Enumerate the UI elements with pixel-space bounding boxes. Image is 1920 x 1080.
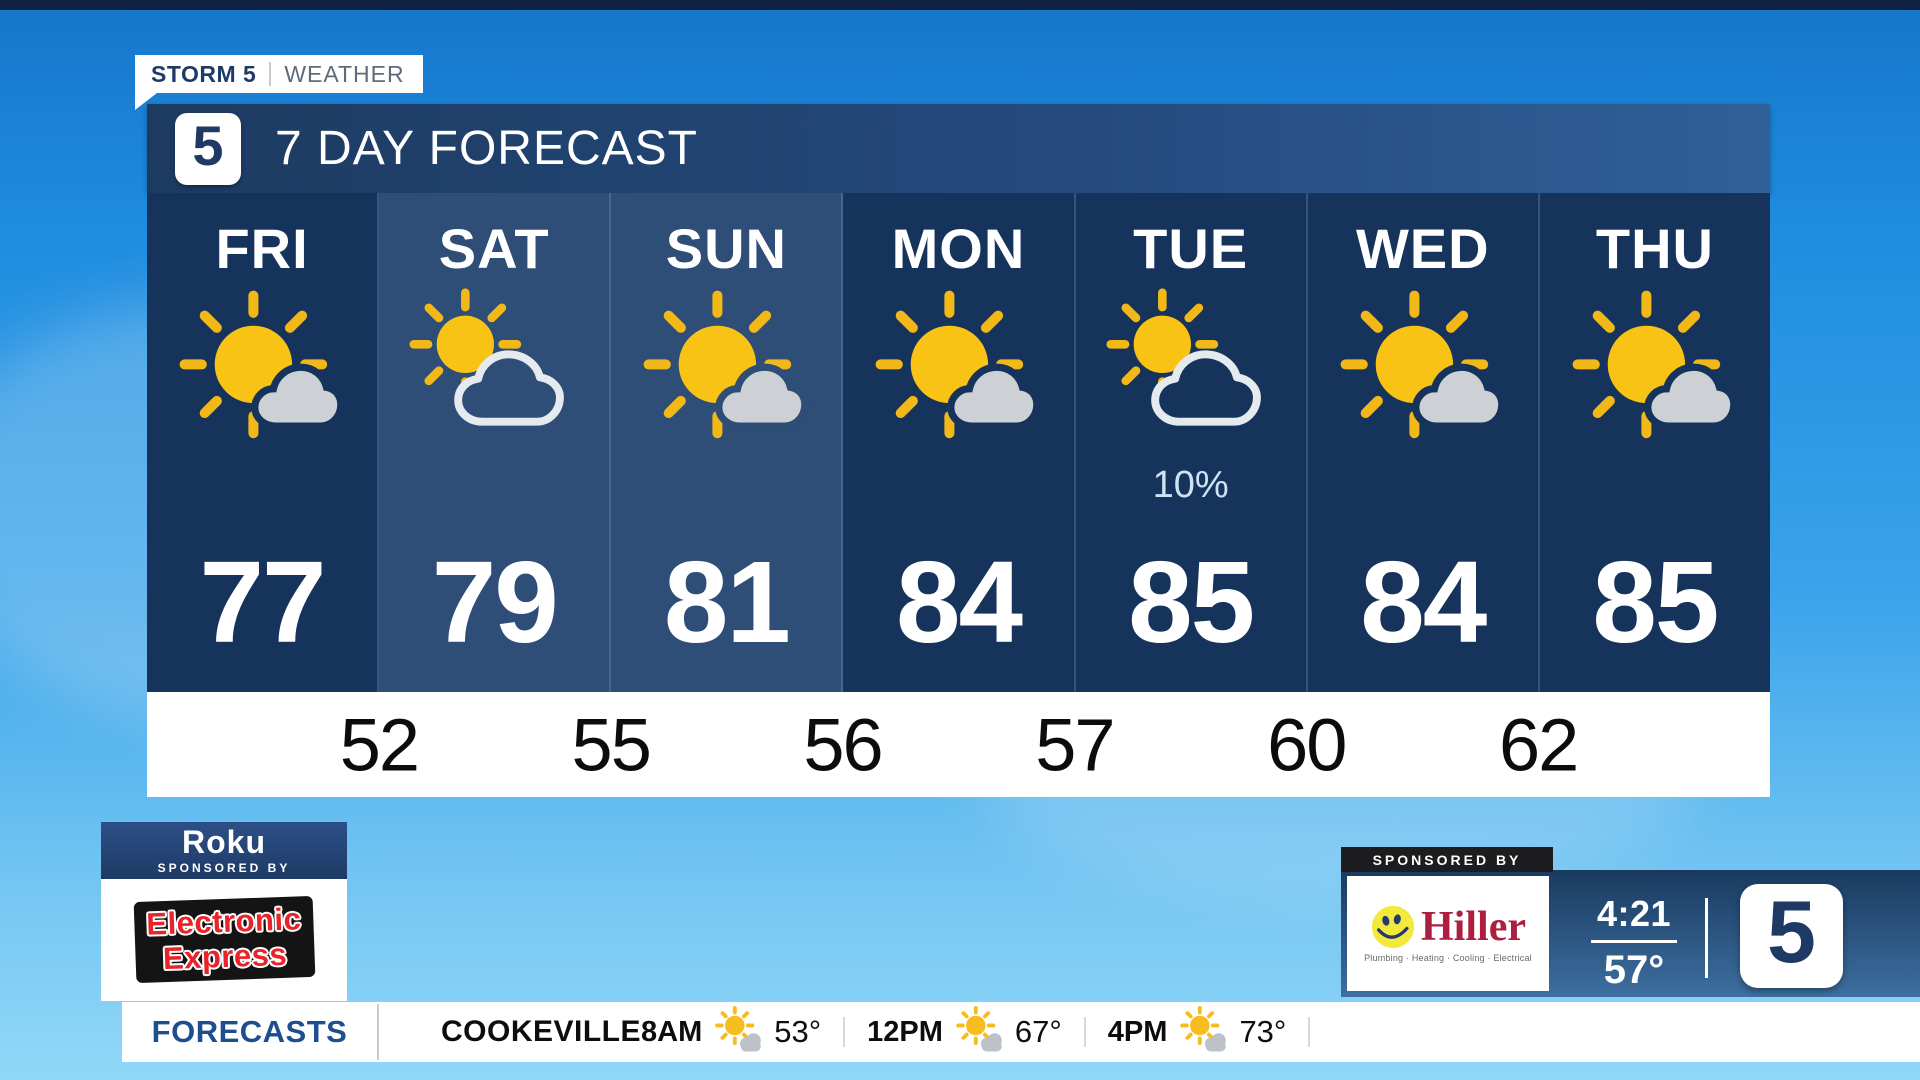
current-time: 4:21 [1596, 893, 1672, 934]
high-temp: 85 [1592, 536, 1719, 667]
day-column-wed: WED 84 [1307, 193, 1540, 692]
day-label: FRI [215, 217, 309, 280]
ticker-section-label: FORECASTS [151, 1014, 348, 1049]
entry-temp: 53° [774, 1014, 822, 1049]
ticker-location: COOKEVILLE [441, 1015, 642, 1048]
mostly-sunny-icon [714, 1006, 766, 1058]
low-temp: 60 [1267, 703, 1347, 786]
low-temp: 55 [571, 703, 652, 786]
badge-title: STORM 5 [151, 60, 257, 87]
low-temps-strip: 52 55 56 57 60 62 [147, 692, 1770, 797]
precip-chance: 10% [1152, 463, 1229, 506]
low-temp: 62 [1498, 703, 1579, 786]
low-temp: 52 [339, 703, 420, 786]
day-label: SUN [665, 217, 787, 280]
day-column-tue: TUE 10% 85 [1075, 193, 1308, 692]
entry-temp: 67° [1014, 1014, 1062, 1049]
weather-icon [872, 287, 1044, 459]
high-temp: 77 [199, 536, 327, 667]
day-column-sat: SAT 79 [379, 193, 612, 692]
high-temp: 84 [895, 536, 1023, 667]
weather-icon [1569, 287, 1741, 459]
roku-logo: Roku [182, 824, 266, 860]
channel5-number: 5 [1767, 882, 1816, 981]
ticker-pipe [843, 1017, 846, 1047]
weather-icon [1337, 287, 1509, 459]
ticker-pipe [1308, 1017, 1311, 1047]
ticker-entry: 8AM 53° [641, 1006, 821, 1058]
mostly-sunny-icon [955, 1006, 1007, 1058]
sponsored-by-label: SPONSORED BY [1341, 847, 1553, 872]
time-temp-block: 4:21 57° [1589, 893, 1679, 993]
badge-divider [269, 62, 272, 86]
channel5-logo: 5 [175, 112, 241, 185]
time-temp-divider [1591, 940, 1677, 943]
forecast-columns: FRI 77 SAT 79 SUN 81 [147, 193, 1770, 692]
hiller-tagline: Plumbing · Heating · Cooling · Electrica… [1364, 953, 1532, 963]
high-temp: 84 [1360, 536, 1487, 667]
channel5-number: 5 [192, 114, 224, 177]
day-label: SAT [438, 217, 550, 280]
smiley-face-icon [1370, 904, 1416, 950]
day-label: THU [1595, 217, 1714, 280]
roku-logo-panel: Roku SPONSORED BY [101, 822, 347, 879]
weather-icon [1105, 287, 1277, 459]
low-temp: 57 [1035, 703, 1115, 786]
day-column-mon: MON 84 [843, 193, 1076, 692]
top-navy-strip [0, 0, 1920, 10]
high-temp: 85 [1128, 536, 1255, 667]
electronic-express-line2: Express [161, 936, 288, 977]
current-temp: 57° [1603, 948, 1665, 992]
ticker-entry: 12PM 67° [867, 1006, 1062, 1058]
weather-icon [408, 287, 580, 459]
day-label: TUE [1133, 217, 1249, 280]
entry-time: 8AM [641, 1015, 703, 1048]
weather-icon [640, 287, 812, 459]
mostly-sunny-icon [1179, 1006, 1231, 1058]
sponsored-by-label: SPONSORED BY [157, 861, 291, 875]
day-column-thu: THU 85 [1539, 193, 1770, 692]
high-temp: 79 [431, 536, 559, 667]
entry-temp: 73° [1239, 1014, 1287, 1049]
ticker-pipe [1083, 1017, 1086, 1047]
panel-divider [1705, 898, 1708, 978]
day-column-fri: FRI 77 [147, 193, 380, 692]
low-temp: 56 [803, 703, 883, 786]
day-label: MON [891, 217, 1026, 280]
entry-time: 12PM [867, 1015, 943, 1048]
electronic-express-logo: Electronic Express [133, 896, 315, 984]
storm5-weather-badge: STORM 5 WEATHER [135, 55, 423, 93]
hiller-sponsor-logo: Hiller Plumbing · Heating · Cooling · El… [1347, 876, 1549, 991]
day-column-sun: SUN 81 [611, 193, 844, 692]
hiller-name: Hiller [1421, 904, 1526, 950]
roku-sponsor-block: Roku SPONSORED BY Electronic Express [101, 822, 347, 1001]
ticker-entry: 4PM 73° [1107, 1006, 1287, 1058]
forecast-header-bar: 5 7 DAY FORECAST [147, 104, 1770, 193]
channel5-logo: 5 [1740, 882, 1843, 988]
electronic-express-panel: Electronic Express [101, 879, 347, 1001]
high-temp: 81 [663, 536, 791, 667]
day-label: WED [1355, 217, 1490, 280]
ticker-divider [377, 1004, 379, 1060]
weather-icon [176, 287, 348, 459]
page-title: 7 DAY FORECAST [275, 122, 698, 175]
forecast-ticker: FORECASTS COOKEVILLE 8AM 53° 12PM 67° 4P… [122, 1002, 1920, 1062]
entry-time: 4PM [1107, 1015, 1168, 1048]
badge-subtitle: WEATHER [284, 60, 405, 87]
